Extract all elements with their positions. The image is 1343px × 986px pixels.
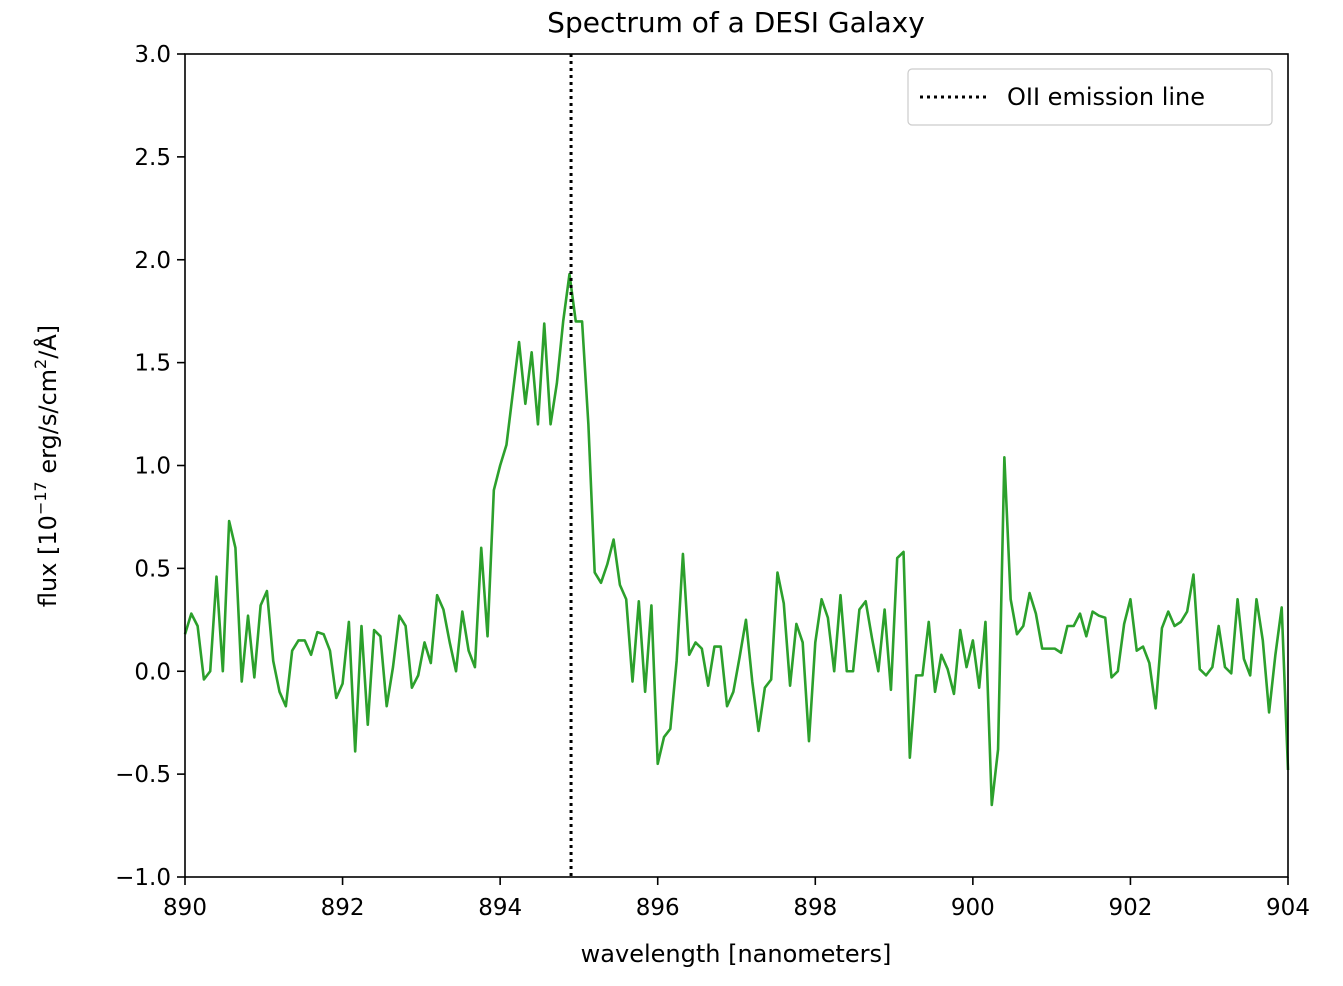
y-label-exponent: −17 xyxy=(31,481,50,515)
legend: OII emission line xyxy=(907,68,1273,126)
x-tick-label: 902 xyxy=(1108,895,1152,921)
x-axis-label: wavelength [nanometers] xyxy=(581,940,892,968)
y-tick-label: 3.0 xyxy=(134,42,171,68)
x-axis-ticks: 890 892 894 896 898 900 902 904 xyxy=(163,877,1310,921)
y-tick-label: −1.0 xyxy=(115,865,171,891)
spectrum-series-line xyxy=(183,272,1290,807)
y-label-exponent: 2 xyxy=(31,359,50,369)
x-tick-label: 898 xyxy=(793,895,837,921)
plot-area xyxy=(183,53,1290,878)
y-tick-label: 0.5 xyxy=(134,556,171,582)
y-tick-label: 1.0 xyxy=(134,454,171,480)
legend-label-oii: OII emission line xyxy=(1007,83,1205,111)
x-tick-label: 904 xyxy=(1266,895,1310,921)
y-axis-label: flux [10−17 erg/s/cm2/Å] xyxy=(31,325,62,607)
y-tick-label: 2.5 xyxy=(134,145,171,171)
x-tick-label: 900 xyxy=(951,895,995,921)
plot-frame xyxy=(184,53,1289,878)
y-tick-label: 1.5 xyxy=(134,351,171,377)
y-label-part: /Å] xyxy=(33,325,62,359)
x-tick-label: 894 xyxy=(478,895,522,921)
x-tick-label: 892 xyxy=(321,895,365,921)
y-label-part: erg/s/cm xyxy=(34,369,62,481)
y-tick-label: 2.0 xyxy=(134,248,171,274)
x-tick-label: 890 xyxy=(163,895,207,921)
y-tick-label: 0.0 xyxy=(134,659,171,685)
x-tick-label: 896 xyxy=(636,895,680,921)
y-tick-label: −0.5 xyxy=(115,762,171,788)
legend-box xyxy=(907,68,1273,126)
y-label-part: flux [10 xyxy=(34,515,62,607)
y-axis-ticks: −1.0 −0.5 0.0 0.5 1.0 1.5 2.0 2.5 3.0 xyxy=(115,42,185,891)
chart-title: Spectrum of a DESI Galaxy xyxy=(547,6,925,39)
